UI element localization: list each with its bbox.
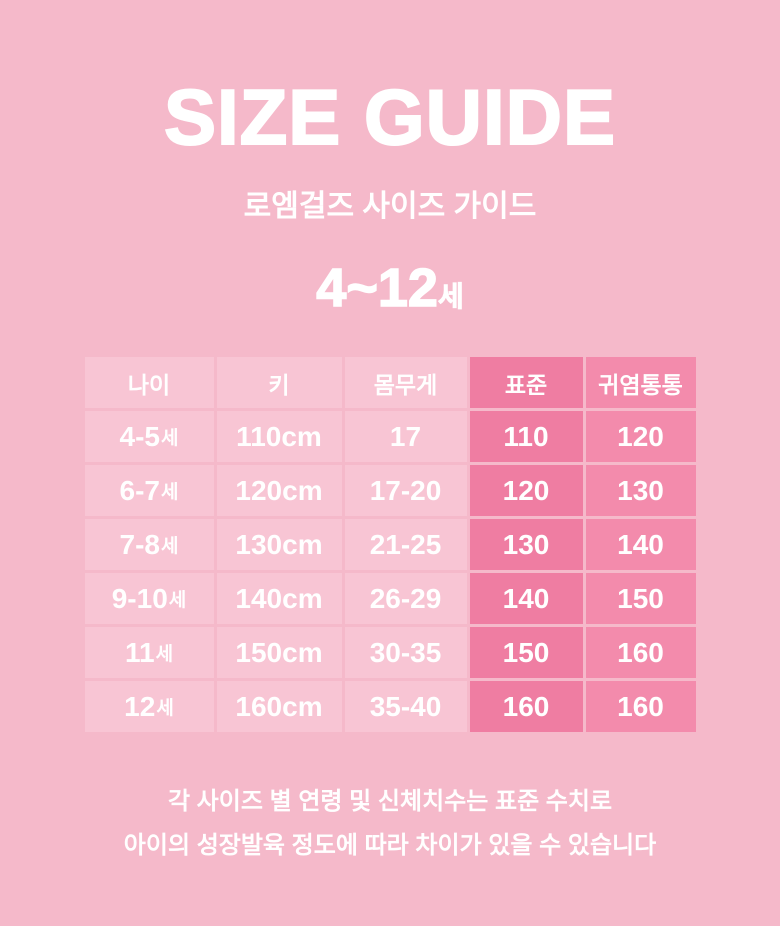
cell-height: 150cm: [216, 627, 342, 679]
cell-age: 4-5 세: [84, 411, 214, 463]
age-range-heading: 4~12세: [0, 257, 780, 320]
cell-weight: 17: [344, 411, 467, 463]
cell-standard: 130: [469, 519, 583, 571]
cell-chubby: 130: [585, 465, 696, 517]
age-range-value: 4~12: [316, 258, 439, 320]
cell-height: 110cm: [216, 411, 342, 463]
cell-standard: 110: [469, 411, 583, 463]
age-range-unit: 세: [437, 281, 465, 313]
footer-note: 각 사이즈 별 연령 및 신체치수는 표준 수치로 아이의 성장발육 정도에 따…: [0, 780, 780, 866]
page-subtitle: 로엠걸즈 사이즈 가이드: [243, 190, 537, 224]
cell-weight: 26-29: [344, 573, 467, 625]
cell-height: 140cm: [216, 573, 342, 625]
cell-weight: 35-40: [344, 681, 467, 733]
cell-chubby: 160: [585, 681, 696, 733]
cell-age: 12 세: [84, 681, 214, 733]
size-table: 나이 키 몸무게 표준 귀염통통 4-5 세 110cm 17 110 120 6…: [84, 357, 696, 733]
header-cell-chubby: 귀염통통: [585, 357, 696, 409]
footer-note-line2: 아이의 성장발육 정도에 따라 차이가 있을 수 있습니다: [123, 831, 657, 859]
cell-standard: 140: [469, 573, 583, 625]
footer-note-line1: 각 사이즈 별 연령 및 신체치수는 표준 수치로: [167, 788, 613, 816]
cell-standard: 160: [469, 681, 583, 733]
cell-chubby: 120: [585, 411, 696, 463]
header-cell-height: 키: [216, 357, 342, 409]
cell-age: 7-8 세: [84, 519, 214, 571]
cell-height: 160cm: [216, 681, 342, 733]
cell-age: 9-10 세: [84, 573, 214, 625]
cell-age: 11 세: [84, 627, 214, 679]
cell-height: 120cm: [216, 465, 342, 517]
cell-chubby: 160: [585, 627, 696, 679]
header-cell-age: 나이: [84, 357, 214, 409]
cell-standard: 120: [469, 465, 583, 517]
cell-chubby: 140: [585, 519, 696, 571]
cell-weight: 30-35: [344, 627, 467, 679]
cell-weight: 17-20: [344, 465, 467, 517]
page-title: SIZE GUIDE: [163, 72, 617, 162]
cell-standard: 150: [469, 627, 583, 679]
cell-age: 6-7 세: [84, 465, 214, 517]
header-cell-weight: 몸무게: [344, 357, 467, 409]
cell-weight: 21-25: [344, 519, 467, 571]
cell-chubby: 150: [585, 573, 696, 625]
cell-height: 130cm: [216, 519, 342, 571]
header-cell-standard: 표준: [469, 357, 583, 409]
